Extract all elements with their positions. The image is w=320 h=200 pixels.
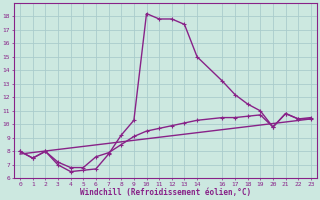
X-axis label: Windchill (Refroidissement éolien,°C): Windchill (Refroidissement éolien,°C) (80, 188, 251, 197)
